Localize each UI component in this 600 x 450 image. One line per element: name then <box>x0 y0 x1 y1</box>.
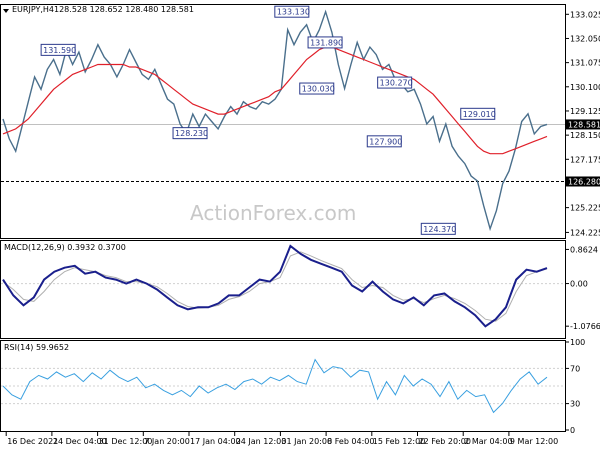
price-ohlc-text: 128.528 128.652 128.480 128.581 <box>54 5 194 14</box>
x-axis-label: 24 Dec 04:00 <box>53 437 107 446</box>
x-axis-label: 9 Mar 12:00 <box>510 437 558 446</box>
macd-pane-title: MACD(12,26,9) 0.3932 0.3700 <box>4 243 126 252</box>
macd-signal-line <box>2 251 548 322</box>
level-annotation-label: 129.010 <box>463 110 496 119</box>
rsi-pane: RSI(14) 59.9652 100 70 30 0 <box>0 338 585 435</box>
rsi-axis-label: 0 <box>570 426 575 435</box>
macd-pane: MACD(12,26,9) 0.3932 0.3700 0.8624 0.00 -1… <box>0 240 600 339</box>
level-annotation-label: 127.900 <box>369 137 402 146</box>
macd-line <box>2 244 548 328</box>
x-axis-label: 2 Mar 04:00 <box>464 437 512 446</box>
x-axis-label: 22 Feb 20:00 <box>419 437 471 446</box>
level-annotation-box <box>307 36 343 49</box>
macd-pane-border <box>0 240 566 339</box>
x-axis-label: 17 Jan 04:00 <box>190 437 241 446</box>
level-annotation-box <box>172 127 208 140</box>
rsi-axis-label: 30 <box>570 400 580 409</box>
price-axis-label: 133.025 <box>570 10 600 19</box>
level-annotation-box <box>40 43 76 56</box>
level-annotation-box <box>460 107 496 120</box>
current-price-label: 128.581 <box>568 120 600 129</box>
price-axis-label: 125.225 <box>570 204 600 213</box>
level-annotation-box <box>420 222 456 235</box>
macd-axis-label: -1.0766 <box>570 322 600 331</box>
price-axis-label: 124.225 <box>570 228 600 237</box>
dropdown-triangle-icon[interactable] <box>3 9 9 13</box>
price-axis-label: 131.075 <box>570 59 600 68</box>
level-annotation-label: 131.890 <box>310 38 343 47</box>
watermark: ActionForex.com <box>190 201 356 225</box>
price-pane: ActionForex.com EURJPY,H4 128.528 128.65… <box>0 4 600 239</box>
price-axis-label: 129.125 <box>570 107 600 116</box>
x-axis-label: 24 Jan 12:00 <box>236 437 287 446</box>
level-annotation-box <box>366 135 402 148</box>
x-axis-label: 31 Dec 12:00 <box>99 437 153 446</box>
support-label: 126.280 <box>568 177 600 186</box>
x-axis-label: 8 Feb 04:00 <box>327 437 374 446</box>
level-annotation-box <box>299 82 335 95</box>
price-axis-label: 128.150 <box>570 131 600 140</box>
support-label-box <box>566 176 600 187</box>
price-axis-label: 132.050 <box>570 34 600 43</box>
price-axis-label: 127.175 <box>570 155 600 164</box>
macd-axis-label: 0.8624 <box>570 245 598 254</box>
x-axis-label: 16 Dec 2021 <box>7 437 58 446</box>
rsi-line <box>2 358 548 414</box>
level-annotation-label: 133.130 <box>277 8 310 17</box>
x-axis-label: 31 Jan 20:00 <box>281 437 332 446</box>
level-annotation-label: 130.270 <box>380 79 413 88</box>
macd-axis-label: 0.00 <box>570 280 588 289</box>
price-axis-label: 130.100 <box>570 83 600 92</box>
x-axis-label: 7 Jan 20:00 <box>144 437 190 446</box>
x-axis-label: 15 Feb 12:00 <box>373 437 425 446</box>
level-annotation-label: 130.030 <box>302 85 335 94</box>
price-pane-border <box>0 4 566 239</box>
price-series-line <box>2 9 548 232</box>
level-annotation-label: 124.370 <box>423 225 456 234</box>
rsi-pane-title: RSI(14) 59.9652 <box>4 343 69 352</box>
rsi-axis-label: 100 <box>570 338 585 347</box>
level-annotation-box <box>274 5 310 18</box>
current-price-label-box <box>566 119 600 130</box>
rsi-axis-label: 70 <box>570 364 580 373</box>
rsi-pane-border <box>0 340 566 432</box>
price-pane-title: EURJPY,H4 <box>12 5 54 14</box>
level-annotation-label: 128.230 <box>175 129 208 138</box>
moving-average-line <box>2 46 548 155</box>
level-annotation-label: 131.590 <box>43 46 76 55</box>
level-annotation-box <box>377 76 413 89</box>
